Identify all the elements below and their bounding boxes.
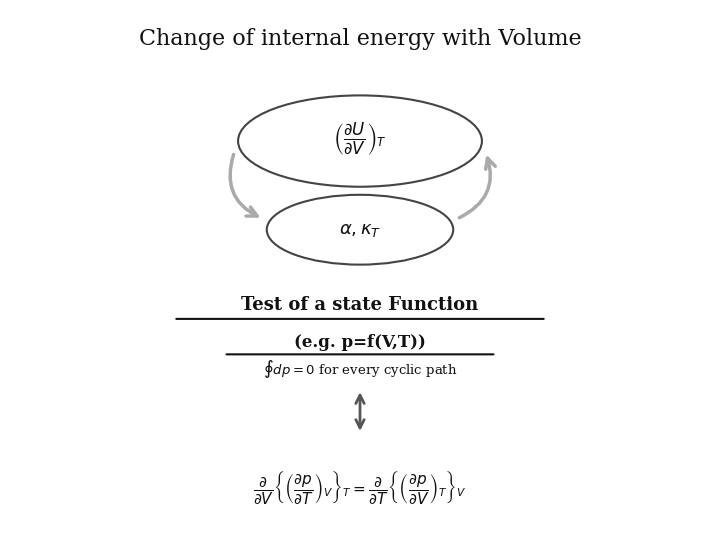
Text: $\alpha, \kappa_T$: $\alpha, \kappa_T$: [339, 221, 381, 239]
Text: $\dfrac{\partial}{\partial V}\left\{\left(\dfrac{\partial p}{\partial T}\right)_: $\dfrac{\partial}{\partial V}\left\{\lef…: [253, 469, 467, 506]
FancyArrowPatch shape: [459, 158, 495, 218]
Ellipse shape: [238, 96, 482, 187]
Text: $\left(\dfrac{\partial U}{\partial V}\right)_T$: $\left(\dfrac{\partial U}{\partial V}\ri…: [333, 120, 387, 157]
Text: $\oint dp = 0$ for every cyclic path: $\oint dp = 0$ for every cyclic path: [263, 359, 457, 380]
Ellipse shape: [267, 195, 453, 265]
Text: Test of a state Function: Test of a state Function: [241, 296, 479, 314]
Text: Change of internal energy with Volume: Change of internal energy with Volume: [139, 28, 581, 50]
FancyArrowPatch shape: [230, 154, 257, 216]
Text: (e.g. p=f(V,T)): (e.g. p=f(V,T)): [294, 334, 426, 351]
